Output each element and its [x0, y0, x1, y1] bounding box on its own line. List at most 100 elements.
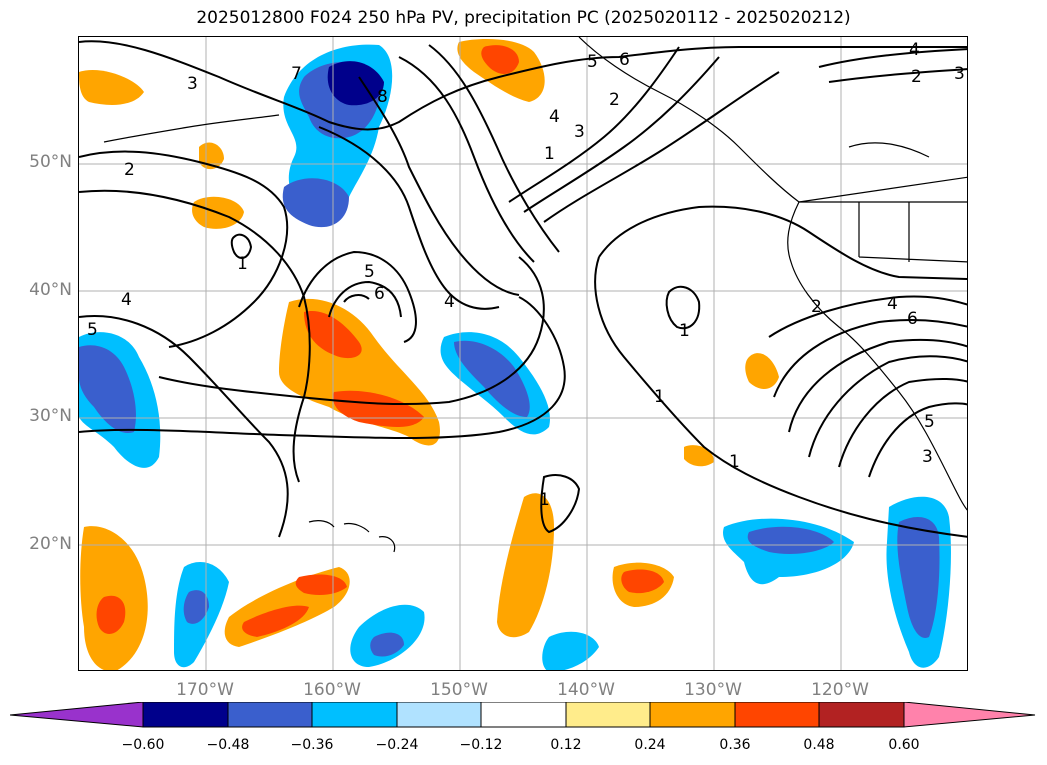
colorbar-tick-label: 0.48	[803, 737, 835, 753]
contour-label: 1	[237, 254, 248, 274]
lon-label: 130°W	[684, 680, 742, 700]
pos-region-small-1	[684, 445, 714, 467]
colorbar-tick-label: 0.24	[634, 737, 666, 753]
contour-line	[79, 40, 967, 131]
contour-line	[768, 295, 967, 338]
colorbar-tick-label: 0.36	[719, 737, 751, 753]
contour-line	[868, 402, 967, 478]
contour-label: 3	[922, 447, 933, 467]
neg-region-south-2-core	[370, 632, 404, 657]
contour-label: 3	[187, 74, 198, 94]
contour-line	[598, 205, 967, 280]
colorbar-tick-label: −0.48	[206, 737, 250, 753]
contour-line	[543, 71, 780, 223]
colorbar-segment	[903, 702, 1036, 728]
neg-region-south-4-core	[747, 526, 834, 554]
contour-label: 1	[679, 321, 690, 341]
pos-region-small-2	[745, 353, 779, 389]
contour-label: 8	[377, 87, 388, 107]
contour-line	[230, 233, 253, 259]
contour-label-group: 3 2 1 4 5 6 7 8 1 4 5 6 1 2 4 6 5 3 3 4 …	[87, 40, 965, 510]
map-plot-area: 3 2 1 4 5 6 7 8 1 4 5 6 1 2 4 6 5 3 3 4 …	[78, 36, 968, 671]
lon-label: 150°W	[430, 680, 488, 700]
contour-label: 4	[909, 40, 920, 60]
contour-line	[79, 189, 311, 483]
pos-region-top-core	[481, 45, 519, 74]
pos-region-nw	[79, 69, 144, 105]
colorbar-tick-label: 0.60	[888, 737, 920, 753]
lon-label: 140°W	[557, 680, 615, 700]
colorbar-segment	[311, 702, 398, 728]
colorbar-segment	[10, 702, 144, 728]
colorbar-tick-label: −0.60	[121, 737, 165, 753]
pos-region-south-center-core	[242, 605, 309, 637]
neg-region-central-core	[454, 340, 530, 417]
contour-label: 5	[924, 412, 935, 432]
colorbar-segment	[396, 702, 482, 728]
pos-region-mid-south-core	[621, 569, 664, 594]
contour-line	[540, 474, 581, 534]
contour-label: 1	[654, 387, 665, 407]
colorbar-segment	[818, 702, 905, 728]
colorbar-tick-label: −0.12	[459, 737, 503, 753]
contour-label: 1	[729, 452, 740, 472]
contour-label: 1	[544, 144, 555, 164]
contour-label: 2	[811, 297, 822, 317]
map-title: 2025012800 F024 250 hPa PV, precipitatio…	[196, 8, 851, 28]
contour-line	[818, 48, 967, 68]
contour-label: 6	[374, 284, 385, 304]
lat-label: 40°N	[29, 280, 72, 300]
lat-label: 20°N	[29, 534, 72, 554]
contour-label: 6	[907, 309, 918, 329]
state-lines	[848, 142, 967, 263]
colorbar-segments	[10, 702, 1036, 728]
contour-label: 5	[87, 320, 98, 340]
colorbar-segment	[649, 702, 736, 728]
contour-label: 2	[124, 160, 135, 180]
contour-line	[298, 250, 417, 343]
colorbar-segment	[480, 702, 567, 728]
neg-region-south-1-core	[183, 590, 209, 624]
neg-region-east-core	[897, 517, 940, 638]
pos-region-sw-core	[96, 595, 126, 634]
grid-lines	[79, 37, 967, 670]
contour-label: 4	[121, 290, 132, 310]
aleutian-islands	[103, 114, 280, 143]
colorbar	[10, 702, 1036, 728]
colorbar-tick-label: −0.24	[375, 737, 419, 753]
colorbar-segment	[142, 702, 229, 728]
pos-region-south-core-2	[295, 574, 347, 595]
contour-label: 4	[887, 294, 898, 314]
contour-label: 3	[574, 122, 585, 142]
hawaii	[308, 520, 396, 553]
contour-line	[508, 46, 680, 203]
coastlines	[103, 37, 967, 553]
colorbar-segment	[565, 702, 651, 728]
contour-line	[594, 256, 967, 538]
lon-label: 120°W	[811, 680, 869, 700]
contour-label: 6	[619, 50, 630, 70]
map-svg: 3 2 1 4 5 6 7 8 1 4 5 6 1 2 4 6 5 3 3 4 …	[79, 37, 967, 670]
lon-label: 170°W	[176, 680, 234, 700]
contour-label: 2	[911, 67, 922, 87]
contour-line	[358, 76, 520, 296]
contour-line	[773, 318, 967, 398]
precipitation-shading	[79, 39, 951, 670]
lat-label: 30°N	[29, 406, 72, 426]
contour-line	[665, 285, 701, 330]
pv-contours	[79, 40, 967, 538]
contour-label: 3	[954, 64, 965, 84]
contour-line	[328, 280, 402, 318]
contour-line	[79, 150, 289, 348]
contour-line	[788, 338, 967, 433]
contour-label: 5	[587, 52, 598, 72]
contour-line	[158, 256, 545, 406]
contour-label: 7	[291, 64, 302, 84]
contour-label: 4	[444, 292, 455, 312]
pos-region-vertical	[497, 493, 554, 638]
contour-line	[838, 378, 967, 468]
colorbar-tick-label: −0.36	[290, 737, 334, 753]
contour-line	[828, 68, 967, 83]
contour-label: 4	[549, 107, 560, 127]
contour-line	[79, 315, 289, 538]
